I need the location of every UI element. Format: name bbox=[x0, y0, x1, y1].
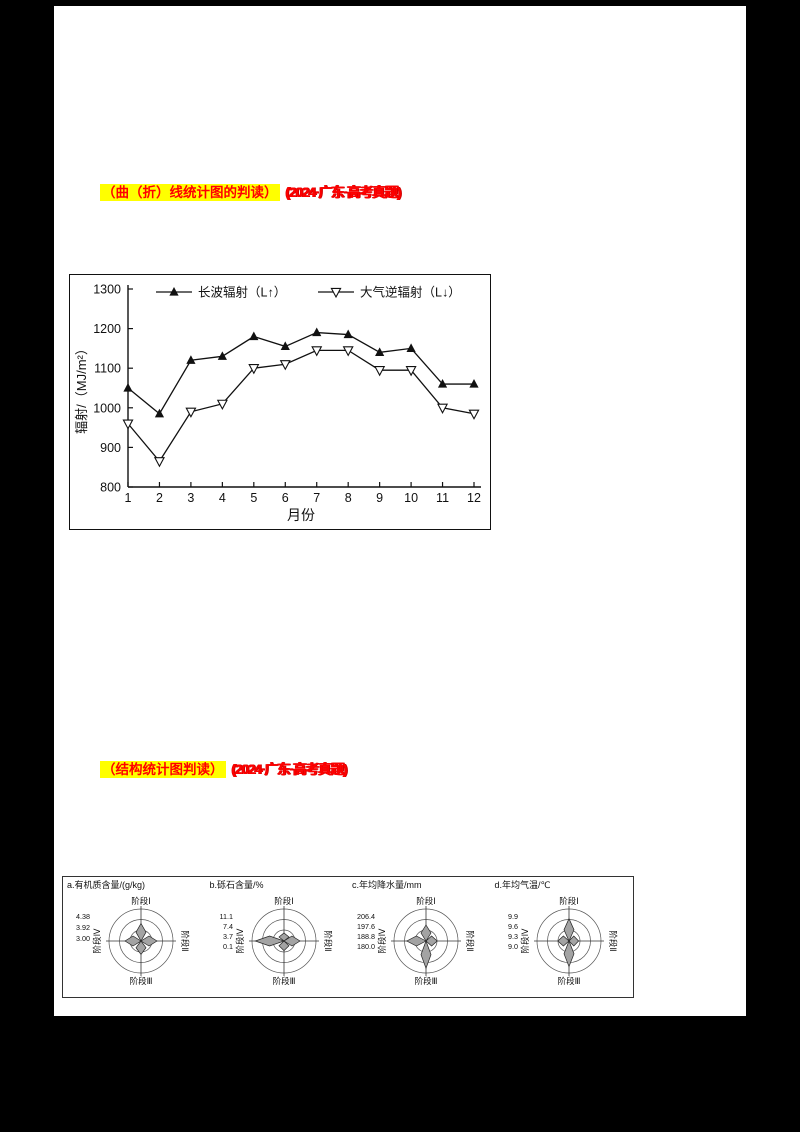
svg-text:阶段Ⅳ: 阶段Ⅳ bbox=[92, 928, 102, 953]
exam-source-tag: (2024·广东·高考真题) bbox=[285, 185, 402, 200]
svg-text:3.92: 3.92 bbox=[76, 923, 90, 932]
svg-text:1000: 1000 bbox=[93, 401, 121, 415]
svg-text:阶段Ⅱ: 阶段Ⅱ bbox=[180, 930, 190, 951]
svg-text:阶段Ⅲ: 阶段Ⅲ bbox=[557, 976, 580, 986]
svg-text:阶段Ⅰ: 阶段Ⅰ bbox=[559, 896, 579, 906]
svg-text:1: 1 bbox=[125, 491, 132, 505]
svg-text:阶段Ⅲ: 阶段Ⅲ bbox=[415, 976, 438, 986]
section-heading-line-chart: （曲（折）线统计图的判读） (2024·广东·高考真题) bbox=[100, 184, 402, 201]
rose-chart-cell-b: b.砾石含量/% 阶段Ⅰ 阶段Ⅲ 阶段Ⅱ 阶段Ⅳ 11.1 7.4 3.7 0.1 bbox=[206, 877, 349, 997]
rose-chart-cell-c: c.年均降水量/mm 阶段Ⅰ 阶段Ⅲ 阶段Ⅱ 阶段Ⅳ 206.4 197.6 188.8 18… bbox=[348, 877, 491, 997]
svg-text:8: 8 bbox=[345, 491, 352, 505]
svg-text:180.0: 180.0 bbox=[357, 942, 375, 951]
svg-text:9: 9 bbox=[376, 491, 383, 505]
document-page: （曲（折）线统计图的判读） (2024·广东·高考真题) 800 900 1000 11… bbox=[54, 6, 746, 1016]
svg-text:11: 11 bbox=[436, 491, 449, 505]
svg-text:大气逆辐射（L↓）: 大气逆辐射（L↓） bbox=[360, 285, 461, 300]
svg-text:阶段Ⅱ: 阶段Ⅱ bbox=[323, 930, 333, 951]
svg-text:4: 4 bbox=[219, 491, 226, 505]
svg-text:7: 7 bbox=[313, 491, 320, 505]
rose-chart-title: c.年均降水量/mm bbox=[352, 880, 422, 890]
svg-text:10: 10 bbox=[404, 491, 418, 505]
svg-text:7.4: 7.4 bbox=[223, 922, 233, 931]
svg-text:6: 6 bbox=[282, 491, 289, 505]
svg-text:9.9: 9.9 bbox=[508, 912, 518, 921]
svg-text:3: 3 bbox=[187, 491, 194, 505]
svg-text:辐射/（MJ/m²）: 辐射/（MJ/m²） bbox=[74, 342, 89, 434]
rose-charts-figure: a.有机质含量/(g/kg) 阶段Ⅰ 阶段Ⅲ 阶段Ⅱ 阶段Ⅳ 4.38 3.92 3.00 … bbox=[62, 876, 634, 998]
svg-text:12: 12 bbox=[467, 491, 481, 505]
svg-text:188.8: 188.8 bbox=[357, 932, 375, 941]
svg-text:2: 2 bbox=[156, 491, 163, 505]
svg-text:阶段Ⅲ: 阶段Ⅲ bbox=[272, 976, 295, 986]
svg-text:阶段Ⅰ: 阶段Ⅰ bbox=[274, 896, 294, 906]
svg-text:1300: 1300 bbox=[93, 283, 121, 297]
svg-text:9.6: 9.6 bbox=[508, 922, 518, 931]
svg-text:3.7: 3.7 bbox=[223, 932, 233, 941]
svg-text:1200: 1200 bbox=[93, 322, 121, 336]
svg-text:0.1: 0.1 bbox=[223, 942, 233, 951]
radiation-line-chart-figure: 800 900 1000 1100 1200 1300 1 2 3 4 5 6 7 8 9 10 11 12 月份辐… bbox=[69, 274, 491, 530]
svg-text:11.1: 11.1 bbox=[219, 912, 232, 921]
svg-text:4.38: 4.38 bbox=[76, 912, 90, 921]
exam-source-tag: (2024·广东·高考真题) bbox=[231, 762, 348, 777]
svg-text:206.4: 206.4 bbox=[357, 912, 375, 921]
svg-text:阶段Ⅱ: 阶段Ⅱ bbox=[465, 930, 475, 951]
svg-text:阶段Ⅱ: 阶段Ⅱ bbox=[608, 930, 618, 951]
svg-text:长波辐射（L↑）: 长波辐射（L↑） bbox=[198, 285, 286, 300]
svg-text:月份: 月份 bbox=[287, 507, 315, 523]
svg-text:阶段Ⅳ: 阶段Ⅳ bbox=[235, 928, 245, 953]
svg-text:800: 800 bbox=[100, 481, 121, 495]
svg-text:阶段Ⅰ: 阶段Ⅰ bbox=[416, 896, 436, 906]
svg-text:阶段Ⅰ: 阶段Ⅰ bbox=[131, 896, 151, 906]
section-heading-rose-chart: （结构统计图判读） (2024·广东·高考真题) bbox=[100, 761, 348, 778]
svg-text:9.0: 9.0 bbox=[508, 942, 518, 951]
svg-text:5: 5 bbox=[250, 491, 257, 505]
svg-text:1100: 1100 bbox=[94, 362, 121, 376]
svg-text:900: 900 bbox=[100, 441, 121, 455]
svg-text:9.3: 9.3 bbox=[508, 932, 518, 941]
svg-text:3.00: 3.00 bbox=[76, 934, 90, 943]
svg-text:阶段Ⅳ: 阶段Ⅳ bbox=[377, 928, 387, 953]
heading-highlight: （曲（折）线统计图的判读） bbox=[100, 184, 280, 201]
svg-text:阶段Ⅲ: 阶段Ⅲ bbox=[130, 976, 153, 986]
rose-chart-cell-a: a.有机质含量/(g/kg) 阶段Ⅰ 阶段Ⅲ 阶段Ⅱ 阶段Ⅳ 4.38 3.92 3.00 bbox=[63, 877, 206, 997]
svg-text:阶段Ⅳ: 阶段Ⅳ bbox=[520, 928, 530, 953]
svg-text:197.6: 197.6 bbox=[357, 922, 375, 931]
rose-chart-title: b.砾石含量/% bbox=[209, 880, 264, 890]
rose-chart-cell-d: d.年均气温/℃ 阶段Ⅰ 阶段Ⅲ 阶段Ⅱ 阶段Ⅳ 9.9 9.6 9.3 9.0 bbox=[491, 877, 634, 997]
rose-chart-title: d.年均气温/℃ bbox=[494, 880, 551, 890]
heading-highlight: （结构统计图判读） bbox=[100, 761, 226, 778]
rose-chart-title: a.有机质含量/(g/kg) bbox=[67, 880, 146, 890]
